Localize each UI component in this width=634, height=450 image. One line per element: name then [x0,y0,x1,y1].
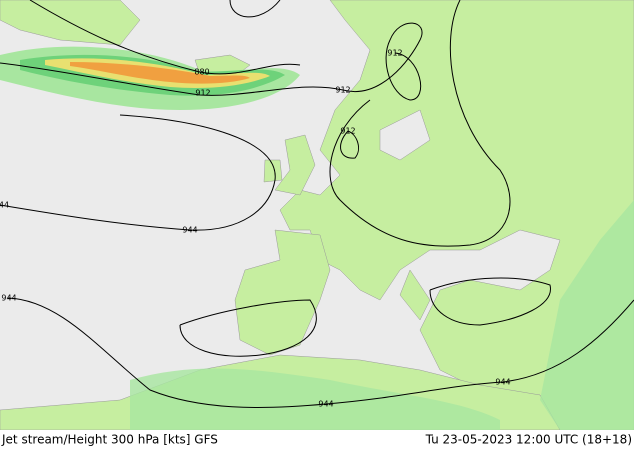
footer-right: Tu 23-05-2023 12:00 UTC (18+18) [425,433,632,447]
contour-label: 44 [0,201,9,210]
jet-stream [0,46,634,430]
footer-left: Jet stream/Height 300 hPa [kts] GFS [1,433,218,447]
contour-label: 944 [495,378,510,387]
land [0,0,634,431]
footer [0,430,634,450]
contours [0,0,634,408]
contour-label: 912 [387,49,402,58]
contour-label: 912 [340,127,355,136]
contour-label: 912 [335,86,350,95]
contour-label: 944 [318,400,333,409]
contour-label: 912 [195,89,210,98]
contour-label: 944 [1,294,16,303]
contour-label: 944 [182,226,197,235]
contour-labels: 880 912 912 912 912 44 944 944 944 944 [0,49,511,409]
contour-label: 880 [194,68,209,77]
